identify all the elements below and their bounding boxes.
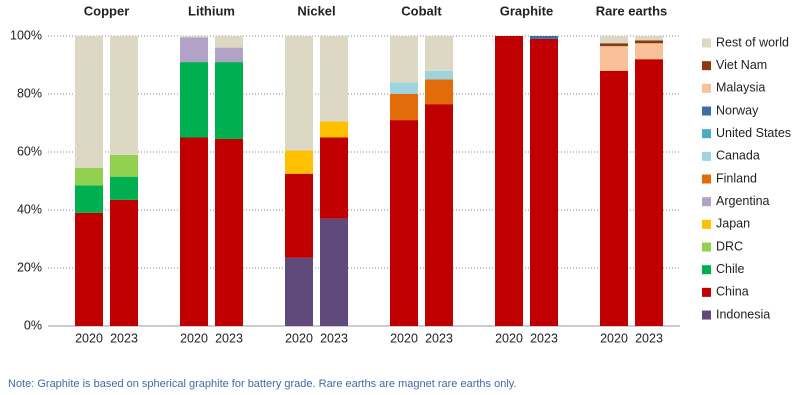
- bar-segment: [215, 138, 243, 326]
- legend-label: Japan: [716, 217, 750, 231]
- legend-swatch: [702, 61, 711, 71]
- legend-label: Chile: [716, 262, 745, 276]
- bar-segment: [635, 59, 663, 326]
- bar-segment: [110, 176, 138, 200]
- group-title: Cobalt: [401, 3, 442, 18]
- bar-segment: [600, 46, 628, 71]
- legend-swatch: [702, 242, 711, 252]
- bar-segment: [320, 137, 348, 219]
- y-tick-label: 100%: [10, 28, 42, 42]
- y-tick-label: 20%: [17, 260, 42, 274]
- bar-segment: [215, 62, 243, 139]
- bar-segment: [75, 185, 103, 213]
- legend-label: Malaysia: [716, 81, 765, 95]
- bar-segment: [215, 47, 243, 63]
- bar-segment: [425, 70, 453, 80]
- bar-segment: [75, 167, 103, 186]
- legend-label: United States: [716, 126, 791, 140]
- bar-segment: [110, 36, 138, 155]
- bar-segment: [390, 36, 418, 83]
- legend-label: Norway: [716, 103, 759, 117]
- bar-segment: [635, 40, 663, 44]
- group-title: Nickel: [297, 3, 335, 18]
- legend-swatch: [702, 151, 711, 161]
- legend-swatch: [702, 265, 711, 275]
- x-tick-label: 2023: [530, 331, 558, 345]
- bar-segment: [285, 36, 313, 151]
- bar-segment: [390, 120, 418, 326]
- bar-segment: [75, 212, 103, 326]
- x-tick-label: 2023: [110, 331, 138, 345]
- bar-segment: [390, 94, 418, 121]
- legend-label: China: [716, 285, 749, 299]
- x-tick-label: 2020: [600, 331, 628, 345]
- group-title: Rare earths: [596, 3, 668, 18]
- bar-segment: [110, 199, 138, 326]
- legend-label: Finland: [716, 171, 757, 185]
- bar-segment: [600, 70, 628, 326]
- bar-segment: [285, 257, 313, 326]
- x-tick-label: 2023: [215, 331, 243, 345]
- legend-swatch: [702, 219, 711, 229]
- bar-segment: [320, 121, 348, 138]
- bar-segment: [425, 79, 453, 105]
- bar-segment: [530, 36, 558, 39]
- group-title: Lithium: [188, 3, 235, 18]
- legend-label: DRC: [716, 239, 743, 253]
- bar-segment: [180, 137, 208, 326]
- x-tick-label: 2020: [75, 331, 103, 345]
- bar-segment: [285, 150, 313, 174]
- legend-swatch: [702, 38, 711, 48]
- x-tick-label: 2020: [390, 331, 418, 345]
- bar-segment: [320, 218, 348, 326]
- bar-segment: [425, 36, 453, 71]
- bar-segment: [390, 82, 418, 94]
- legend-swatch: [702, 83, 711, 93]
- bar-segment: [285, 173, 313, 258]
- legend-label: Rest of world: [716, 35, 789, 49]
- bar-segment: [635, 36, 663, 41]
- bar-segment: [110, 154, 138, 177]
- legend-label: Argentina: [716, 194, 770, 208]
- group-title: Copper: [84, 3, 130, 18]
- bar-segment: [495, 36, 523, 326]
- bar-segment: [180, 37, 208, 63]
- x-tick-label: 2023: [635, 331, 663, 345]
- x-tick-label: 2020: [495, 331, 523, 345]
- legend-swatch: [702, 129, 711, 139]
- x-tick-label: 2020: [285, 331, 313, 345]
- y-tick-label: 40%: [17, 202, 42, 216]
- legend-swatch: [702, 310, 711, 320]
- x-tick-label: 2020: [180, 331, 208, 345]
- y-tick-label: 0%: [24, 318, 42, 332]
- bar-segment: [180, 62, 208, 138]
- note: Note: Graphite is based on spherical gra…: [8, 378, 517, 390]
- bar-segment: [180, 36, 208, 38]
- legend-swatch: [702, 174, 711, 184]
- legend-label: Canada: [716, 149, 760, 163]
- bar-segment: [600, 43, 628, 47]
- bar-segment: [425, 104, 453, 327]
- bar-segment: [600, 36, 628, 44]
- bar-segment: [530, 38, 558, 327]
- bar-segment: [75, 36, 103, 168]
- bar-segment: [215, 36, 243, 48]
- legend-swatch: [702, 287, 711, 297]
- group-title: Graphite: [500, 3, 553, 18]
- bar-segment: [320, 36, 348, 122]
- x-tick-label: 2023: [425, 331, 453, 345]
- legend-swatch: [702, 197, 711, 207]
- y-tick-label: 60%: [17, 144, 42, 158]
- legend-swatch: [702, 106, 711, 116]
- y-tick-label: 80%: [17, 86, 42, 100]
- bar-segment: [635, 43, 663, 60]
- legend-label: Viet Nam: [716, 58, 767, 72]
- legend-label: Indonesia: [716, 307, 770, 321]
- x-tick-label: 2023: [320, 331, 348, 345]
